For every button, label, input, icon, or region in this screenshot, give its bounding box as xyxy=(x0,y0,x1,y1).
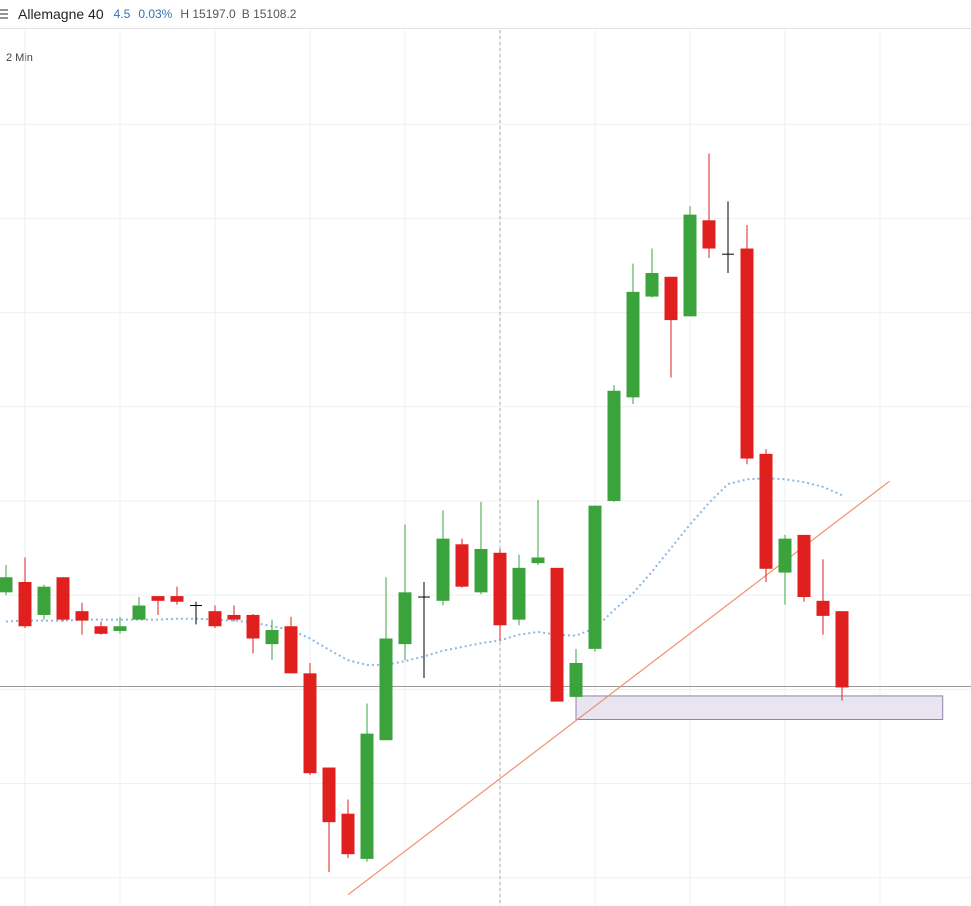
candle-body xyxy=(322,767,336,823)
header: Allemagne 40 4.5 0.03% H 15197.0 B 15108… xyxy=(0,0,971,29)
change-pct: 0.03% xyxy=(138,7,173,21)
candle-body xyxy=(778,538,792,573)
candle-body xyxy=(702,220,716,249)
candle-body xyxy=(37,586,51,615)
candle-body xyxy=(588,505,602,649)
candle-body xyxy=(816,600,830,616)
candle-body xyxy=(436,538,450,601)
candle-body xyxy=(550,567,564,702)
candle-body xyxy=(683,214,697,317)
candle-body xyxy=(531,557,545,564)
candle-body xyxy=(797,534,811,598)
candle-body xyxy=(303,673,317,774)
candle-body xyxy=(740,248,754,459)
candle-body xyxy=(645,273,659,297)
candle-body xyxy=(284,626,298,674)
instrument: Allemagne 40 xyxy=(18,6,104,22)
candle-body xyxy=(360,733,374,859)
candle-body xyxy=(151,596,165,601)
candle-body xyxy=(75,611,89,621)
candle-body xyxy=(341,813,355,855)
candle-body xyxy=(227,614,241,620)
change: 4.5 xyxy=(113,7,131,21)
candle-body xyxy=(455,544,469,587)
high: H 15197.0 xyxy=(180,7,236,21)
candle-body xyxy=(569,662,583,697)
candle-body xyxy=(664,276,678,321)
timeframe: 2 Min xyxy=(6,52,33,64)
menu-icon[interactable] xyxy=(0,9,10,19)
candle-body xyxy=(208,611,222,627)
candle-body xyxy=(474,549,488,593)
candle-body xyxy=(56,577,70,620)
zone xyxy=(575,695,944,720)
candle-body xyxy=(626,291,640,398)
candle-body xyxy=(398,592,412,645)
candle-body xyxy=(94,626,108,634)
candle-body xyxy=(18,581,32,627)
candle-body xyxy=(132,605,146,620)
candle-body xyxy=(0,577,13,593)
candle-body xyxy=(113,626,127,631)
candle-body xyxy=(607,390,621,501)
candle-body xyxy=(759,453,773,569)
candle-body xyxy=(170,596,184,602)
bid: B 15108.2 xyxy=(241,7,297,21)
candle-body xyxy=(265,630,279,645)
candle-body xyxy=(493,552,507,626)
candle-body xyxy=(512,567,526,620)
candle-body xyxy=(246,614,260,639)
candle-body xyxy=(835,611,849,688)
candle-body xyxy=(379,638,393,741)
